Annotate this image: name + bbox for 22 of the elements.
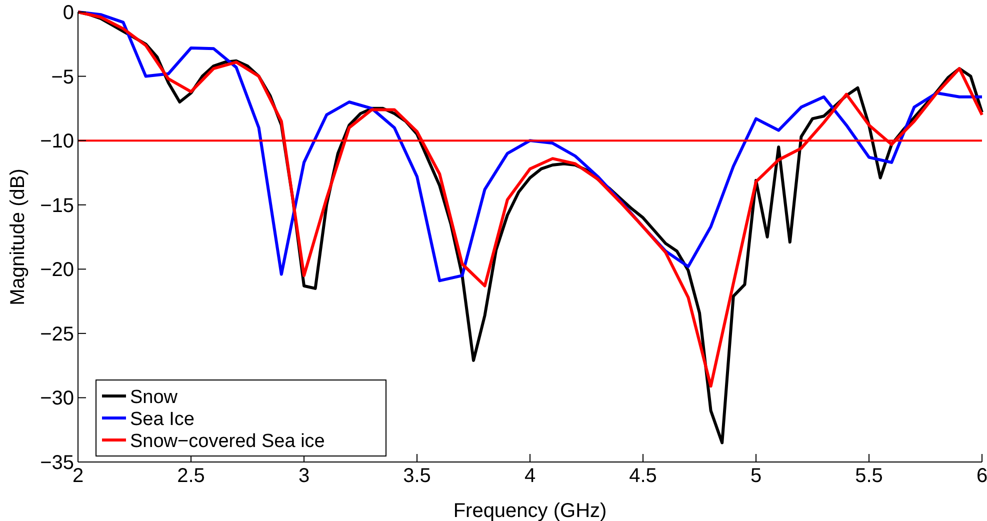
x-axis-title: Frequency (GHz) — [453, 500, 607, 521]
y-tick-label: −30 — [40, 388, 74, 410]
y-tick-label: −15 — [40, 194, 74, 217]
x-tick-label: 4.5 — [629, 465, 657, 487]
x-tick-label: 4 — [524, 465, 536, 487]
y-tick-label: −5 — [51, 66, 74, 88]
y-tick-label: −20 — [40, 259, 74, 282]
x-tick-label: 3 — [298, 465, 310, 487]
x-tick-label: 6 — [976, 465, 987, 487]
x-tick-label: 5.5 — [855, 465, 883, 487]
y-axis-title: Magnitude (dB) — [7, 168, 29, 306]
y-tick-label: 0 — [62, 2, 74, 24]
legend-label: Snow−covered Sea ice — [130, 431, 325, 452]
y-tick-label: −25 — [40, 323, 74, 346]
y-tick-label: −10 — [40, 130, 74, 153]
x-tick-label: 5 — [750, 465, 762, 487]
x-tick-label: 2.5 — [177, 465, 205, 487]
y-tick-label: −35 — [40, 452, 74, 474]
legend-label: Snow — [130, 387, 178, 408]
legend-label: Sea Ice — [130, 409, 194, 430]
x-tick-label: 2 — [72, 465, 84, 487]
x-tick-label: 3.5 — [403, 465, 431, 487]
